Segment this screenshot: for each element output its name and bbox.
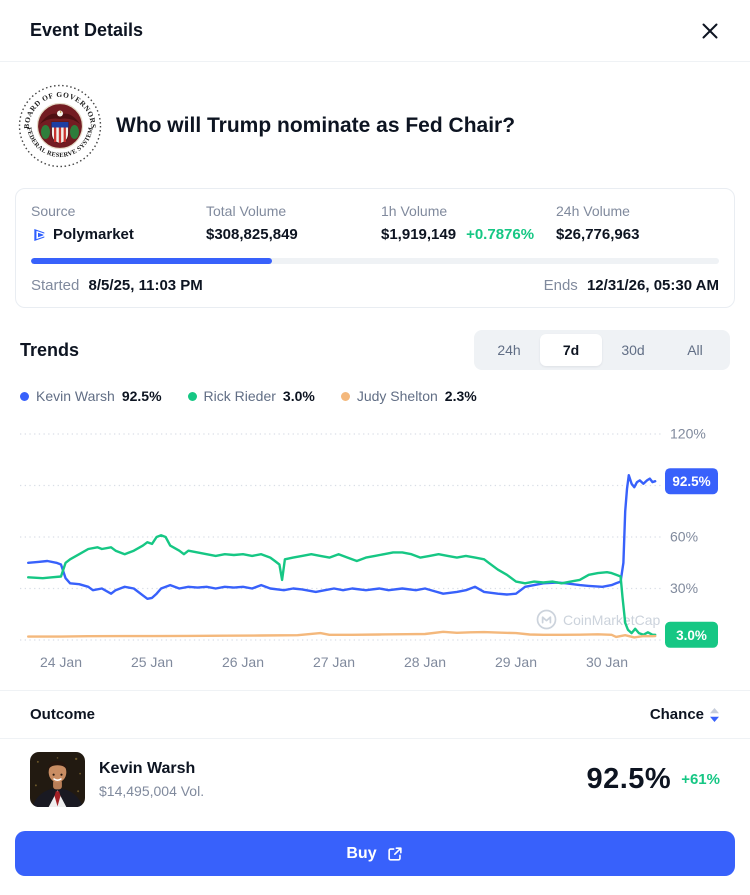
x-axis-label: 28 Jan — [404, 654, 446, 670]
coinmarketcap-watermark: CoinMarketCap — [536, 609, 660, 630]
total-volume-label: Total Volume — [206, 203, 287, 219]
series-end-badge-label: 92.5% — [672, 474, 710, 489]
series-line-rick-rieder — [27, 534, 657, 637]
event-title: Who will Trump nominate as Fed Chair? — [116, 114, 516, 137]
legend-dot-green-icon — [187, 391, 197, 401]
trend-chart[interactable]: CoinMarketCap 120% 60% 30% 24 Jan 25 Jan 26 J… — [0, 412, 750, 674]
outcome-section: Outcome Chance — [0, 690, 750, 890]
outcome-name: Kevin Warsh — [99, 760, 196, 777]
y-axis-label: 120% — [670, 426, 706, 442]
y-axis-label: 60% — [670, 529, 698, 545]
sort-icon — [710, 707, 719, 722]
series-end-badge — [665, 468, 718, 495]
stat-1h-volume: 1h Volume $1,919,149 +0.7876% — [381, 203, 556, 243]
legend-name: Rick Rieder — [203, 388, 276, 404]
started-label: Started — [31, 277, 80, 294]
legend-name: Judy Shelton — [356, 388, 438, 404]
series-end-badge — [665, 621, 718, 648]
external-link-icon — [387, 846, 402, 861]
ends-value: 12/31/26, 05:30 AM — [586, 277, 719, 294]
started-date: Started 8/5/25, 11:03 PM — [31, 277, 203, 294]
legend-value: 92.5% — [121, 388, 162, 404]
ends-label: Ends — [543, 277, 578, 294]
stat-source: Source Polymarket — [31, 203, 206, 243]
outcome-chance: 92.5% +61% — [586, 763, 720, 796]
trends-title: Trends — [20, 339, 80, 360]
buy-button[interactable]: Buy — [15, 831, 735, 876]
buy-label: Buy — [346, 844, 377, 862]
stats-card: Source Polymarket Total Volume $308,825,… — [15, 188, 735, 308]
page-title: Event Details — [30, 20, 144, 40]
legend-rick-rieder[interactable]: Rick Rieder 3.0% — [187, 388, 315, 404]
close-icon — [702, 23, 718, 38]
watermark-text: CoinMarketCap — [563, 611, 661, 628]
buy-row: Buy — [0, 819, 750, 890]
chance-change: +61% — [681, 771, 720, 788]
ends-date: Ends 12/31/26, 05:30 AM — [544, 277, 719, 294]
outcome-row-kevin-warsh[interactable]: Kevin Warsh $14,495,004 Vol. 92.5% +61% — [0, 739, 750, 819]
legend-kevin-warsh[interactable]: Kevin Warsh 92.5% — [20, 388, 162, 404]
chance-value: 92.5% — [586, 763, 672, 795]
total-volume-value: $308,825,849 — [206, 226, 298, 243]
source-label: Source — [31, 203, 76, 219]
close-button[interactable] — [696, 17, 724, 45]
time-range-tabs: 24h 7d 30d All — [474, 330, 730, 370]
stat-24h-volume: 24h Volume $26,776,963 — [556, 203, 639, 243]
tab-24h[interactable]: 24h — [497, 342, 521, 358]
legend-value: 2.3% — [444, 388, 477, 404]
event-progress-bar — [31, 258, 719, 264]
polymarket-icon — [34, 228, 45, 241]
source-value[interactable]: Polymarket — [53, 226, 134, 243]
modal-header: Event Details — [0, 0, 750, 62]
legend-dot-blue-icon — [20, 391, 29, 401]
chart-legend: Kevin Warsh 92.5% Rick Rieder 3.0% Judy … — [0, 370, 750, 404]
y-axis-label: 30% — [670, 580, 698, 596]
1h-volume-value: $1,919,149 — [381, 226, 457, 243]
stats-columns: Source Polymarket Total Volume $308,825,… — [16, 203, 734, 243]
outcome-info: Kevin Warsh $14,495,004 Vol. — [99, 760, 586, 799]
24h-volume-value: $26,776,963 — [556, 226, 640, 243]
avatar — [30, 752, 85, 807]
x-axis-label: 29 Jan — [495, 654, 537, 670]
x-axis-label: 24 Jan — [40, 654, 82, 670]
24h-volume-label: 24h Volume — [556, 203, 630, 219]
series-end-badge-label: 3.0% — [676, 628, 707, 643]
legend-judy-shelton[interactable]: Judy Shelton 2.3% — [340, 388, 477, 404]
legend-value: 3.0% — [282, 388, 315, 404]
chance-column-label: Chance — [649, 706, 704, 723]
tab-all[interactable]: All — [687, 342, 703, 358]
stat-total-volume: Total Volume $308,825,849 — [206, 203, 381, 243]
outcome-volume: $14,495,004 Vol. — [99, 783, 205, 799]
trends-header-row: Trends 24h 7d 30d All — [0, 308, 750, 370]
dates-row: Started 8/5/25, 11:03 PM Ends 12/31/26, … — [16, 264, 734, 294]
legend-dot-orange-icon — [340, 391, 350, 401]
series-line-judy-shelton — [27, 630, 657, 639]
x-axis-label: 25 Jan — [131, 654, 173, 670]
outcome-table-header: Outcome Chance — [0, 691, 750, 739]
started-value: 8/5/25, 11:03 PM — [88, 277, 203, 294]
x-axis-label: 26 Jan — [222, 654, 264, 670]
x-axis-label: 30 Jan — [586, 654, 628, 670]
federal-reserve-seal-icon: BOARD OF GOVERNORS FEDERAL RESERVE SYSTE… — [18, 84, 102, 168]
1h-volume-change: +0.7876% — [466, 226, 535, 243]
chart-canvas[interactable]: 120% 60% 30% 24 Jan 25 Jan 26 Jan 27 Jan 28 Jan… — [0, 412, 750, 674]
outcome-column-label: Outcome — [30, 706, 96, 723]
tab-7d[interactable]: 7d — [540, 334, 602, 366]
x-axis-label: 27 Jan — [313, 654, 355, 670]
coinmarketcap-logo-icon — [536, 609, 557, 630]
event-title-row: BOARD OF GOVERNORS FEDERAL RESERVE SYSTE… — [0, 62, 750, 188]
chance-sort-button[interactable]: Chance — [650, 706, 720, 723]
event-progress-fill — [31, 258, 272, 264]
1h-volume-label: 1h Volume — [381, 203, 448, 219]
legend-name: Kevin Warsh — [36, 388, 115, 404]
tab-30d[interactable]: 30d — [621, 342, 645, 358]
